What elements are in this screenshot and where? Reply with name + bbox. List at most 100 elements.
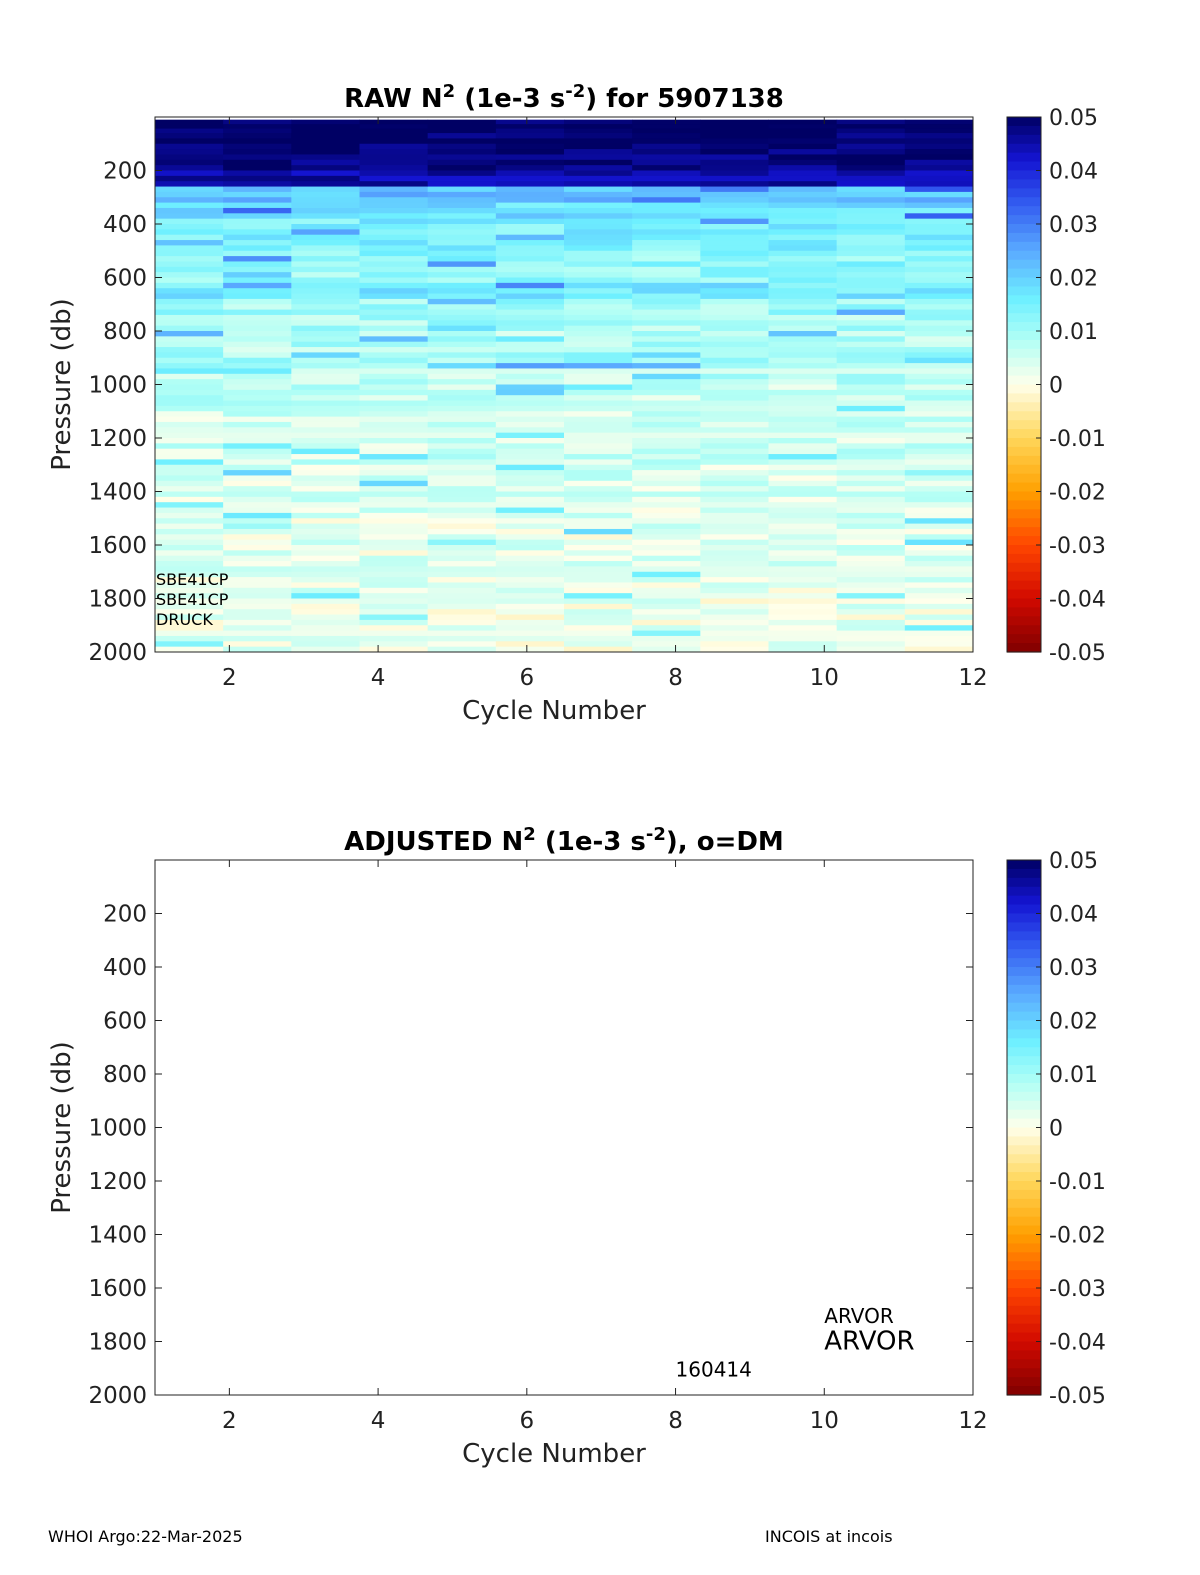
heatmap-cell xyxy=(427,438,497,444)
heatmap-cell xyxy=(564,288,633,295)
heatmap-cell xyxy=(836,245,906,252)
heatmap-cell xyxy=(904,213,974,220)
heatmap-cell xyxy=(768,389,838,396)
heatmap-cell xyxy=(155,309,224,316)
heatmap-cell xyxy=(564,234,633,241)
heatmap-cell xyxy=(632,138,701,145)
heatmap-cell xyxy=(291,619,360,626)
heatmap-cell xyxy=(495,582,565,589)
heatmap-cell xyxy=(291,363,360,369)
heatmap-cell xyxy=(768,159,838,166)
heatmap-cell xyxy=(427,229,497,236)
heatmap-cell xyxy=(223,448,292,455)
heatmap-cell xyxy=(427,582,497,589)
heatmap-cell xyxy=(427,454,497,460)
colorbar-tick-label: -0.01 xyxy=(1049,427,1106,452)
heatmap-cell xyxy=(564,170,633,177)
heatmap-cell xyxy=(291,470,360,476)
heatmap-cell xyxy=(495,298,565,305)
heatmap-cell xyxy=(291,438,360,444)
heatmap-cell xyxy=(359,352,429,359)
heatmap-cell xyxy=(564,363,633,369)
heatmap-cell xyxy=(836,582,906,589)
heatmap-cell xyxy=(359,124,429,130)
colorbar-segment xyxy=(1007,509,1041,519)
heatmap-cell xyxy=(564,555,633,562)
heatmap-cell xyxy=(836,571,906,578)
heatmap-cell xyxy=(564,309,633,316)
heatmap-cell xyxy=(836,234,906,241)
heatmap-cell xyxy=(495,186,565,193)
y-tick-label: 600 xyxy=(103,266,147,292)
heatmap-cell xyxy=(155,609,224,616)
colorbar-segment xyxy=(1007,197,1041,207)
y-tick-label: 1800 xyxy=(88,1330,147,1356)
heatmap-cell xyxy=(427,411,497,418)
heatmap-cell xyxy=(427,400,497,407)
heatmap-cell xyxy=(291,555,360,562)
colorbar-segment xyxy=(1007,518,1041,528)
heatmap-cell xyxy=(155,389,224,396)
heatmap-cell xyxy=(359,641,429,648)
heatmap-cell xyxy=(904,593,974,599)
heatmap-cell xyxy=(632,518,701,525)
heatmap-cell xyxy=(768,282,838,289)
heatmap-cell xyxy=(223,555,292,562)
heatmap-cell xyxy=(904,427,974,434)
heatmap-cell xyxy=(427,124,497,130)
heatmap-cell xyxy=(904,496,974,503)
colorbar-segment xyxy=(1007,553,1041,564)
heatmap-cell xyxy=(904,635,974,642)
heatmap-cell xyxy=(359,207,429,214)
heatmap-cell xyxy=(223,443,292,450)
heatmap-cell xyxy=(836,314,906,321)
heatmap-cell xyxy=(768,459,838,466)
colorbar-segment xyxy=(1007,904,1041,915)
heatmap-cell xyxy=(836,448,906,455)
heatmap-cell xyxy=(768,218,838,225)
heatmap-cell xyxy=(223,619,292,626)
heatmap-cell xyxy=(564,272,633,278)
heatmap-cell xyxy=(223,138,292,145)
heatmap-cell xyxy=(223,454,292,460)
heatmap-cell xyxy=(495,320,565,327)
heatmap-cell xyxy=(904,138,974,145)
heatmap-cell xyxy=(564,357,633,364)
heatmap-cell xyxy=(495,646,565,653)
heatmap-cell xyxy=(223,512,292,519)
heatmap-cell xyxy=(632,443,701,450)
heatmap-cell xyxy=(904,175,974,182)
heatmap-cell xyxy=(768,528,838,535)
heatmap-cell xyxy=(768,165,838,171)
colorbar-segment xyxy=(1007,313,1041,323)
heatmap-cell xyxy=(495,421,565,428)
heatmap-cell xyxy=(495,491,565,498)
heatmap-cell xyxy=(836,240,906,246)
heatmap-cell xyxy=(495,373,565,380)
colorbar-segment xyxy=(1007,616,1041,626)
heatmap-cell xyxy=(564,341,633,348)
heatmap-cell xyxy=(836,464,906,471)
colorbar-segment xyxy=(1007,868,1041,879)
heatmap-cell xyxy=(291,635,360,642)
heatmap-cell xyxy=(427,357,497,364)
y-tick-label: 400 xyxy=(103,955,147,981)
heatmap-cell xyxy=(836,395,906,402)
heatmap-cell xyxy=(495,159,565,166)
heatmap-cell xyxy=(359,635,429,642)
heatmap-cell xyxy=(768,234,838,241)
heatmap-cell xyxy=(700,518,769,525)
heatmap-cell xyxy=(427,175,497,182)
heatmap-cell xyxy=(155,480,224,487)
heatmap-cell xyxy=(223,320,292,327)
heatmap-cell xyxy=(700,630,769,637)
heatmap-cell xyxy=(155,454,224,460)
heatmap-cell xyxy=(495,218,565,225)
heatmap-cell xyxy=(768,266,838,273)
heatmap-cell xyxy=(564,159,633,166)
colorbar-segment xyxy=(1007,1305,1041,1316)
heatmap-cell xyxy=(291,389,360,396)
heatmap-cell xyxy=(904,475,974,482)
heatmap-cell xyxy=(564,518,633,525)
